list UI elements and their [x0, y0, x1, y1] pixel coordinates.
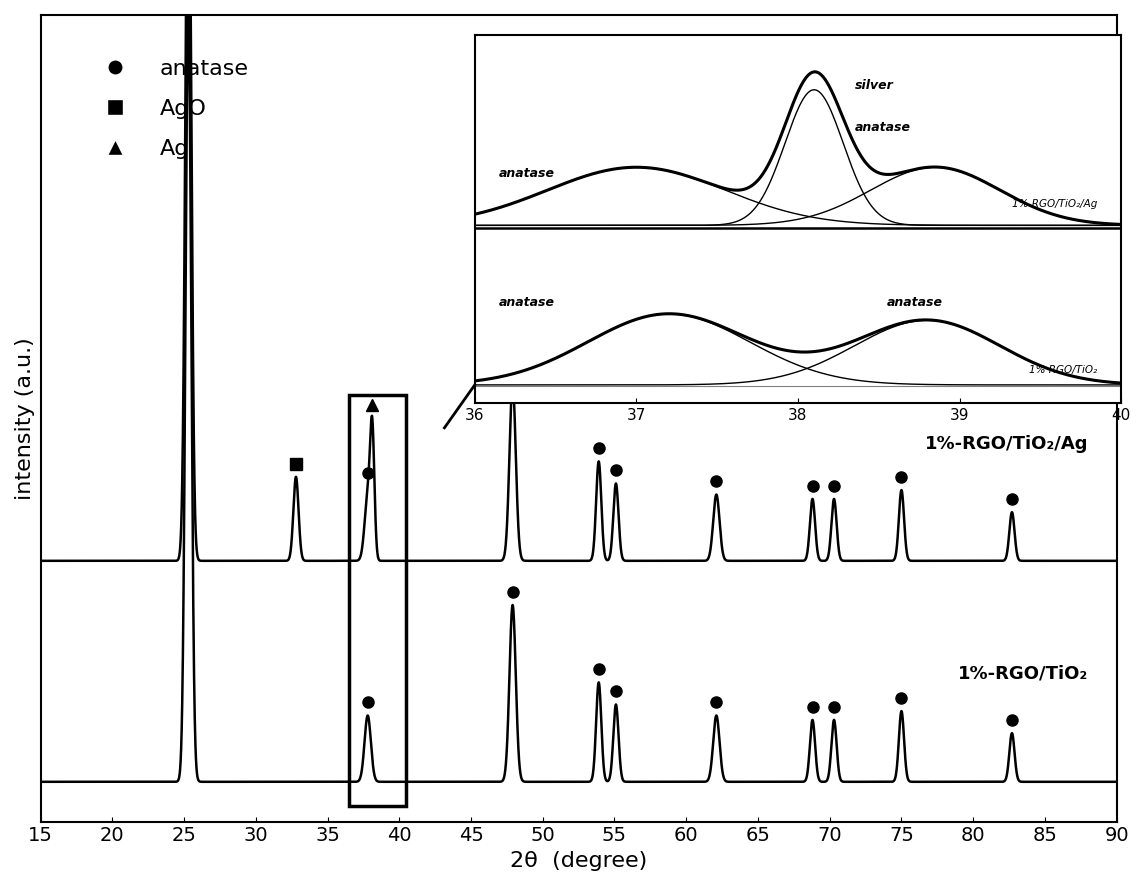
Text: 1% RGO/TiO₂: 1% RGO/TiO₂: [1028, 365, 1097, 375]
Legend: anatase, AgO, Ag: anatase, AgO, Ag: [84, 51, 257, 168]
Text: anatase: anatase: [855, 121, 911, 134]
Bar: [349, 395, 406, 806]
Y-axis label: intensity (a.u.): intensity (a.u.): [15, 337, 35, 500]
Text: 1%-RGO/TiO₂/Ag: 1%-RGO/TiO₂/Ag: [924, 434, 1088, 453]
Text: anatase: anatase: [887, 296, 943, 309]
Text: anatase: anatase: [499, 167, 555, 180]
X-axis label: 2θ  (degree): 2θ (degree): [510, 851, 648, 871]
Text: anatase: anatase: [499, 296, 555, 309]
Text: 1% RGO/TiO₂/Ag: 1% RGO/TiO₂/Ag: [1011, 199, 1097, 209]
Text: silver: silver: [855, 79, 893, 91]
Text: 1%-RGO/TiO₂: 1%-RGO/TiO₂: [958, 664, 1088, 682]
